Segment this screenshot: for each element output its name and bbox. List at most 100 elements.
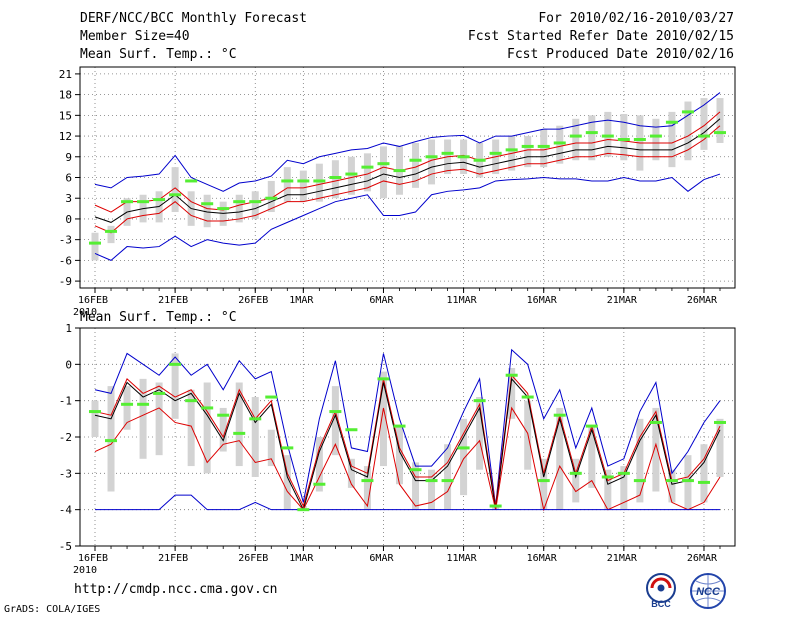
x-tick-label: 16FEB xyxy=(78,295,108,306)
median-marker xyxy=(457,155,470,159)
forecast-period: For 2010/02/16-2010/03/27 xyxy=(538,11,734,26)
y-tick-label: 3 xyxy=(65,192,72,205)
spread-box xyxy=(283,455,291,510)
chart-title: DERF/NCC/BCC Monthly Forecast xyxy=(80,11,307,26)
median-marker xyxy=(297,508,310,512)
x-tick-label: 21MAR xyxy=(607,295,638,306)
y-tick-label: -1 xyxy=(59,395,72,408)
series-min xyxy=(94,173,721,261)
series-mean_minus_sd xyxy=(94,406,721,512)
spread-box xyxy=(155,382,163,456)
temp-variable-label: Mean Surf. Temp.: °C xyxy=(80,47,237,62)
spread-box xyxy=(444,444,452,510)
spread-box xyxy=(684,455,692,510)
median-marker xyxy=(329,410,342,414)
spread-box xyxy=(556,407,564,510)
spread-box xyxy=(588,115,596,161)
median-marker xyxy=(617,471,630,475)
x-tick-label: 1MAR xyxy=(289,295,314,306)
median-marker xyxy=(714,131,726,135)
series-min xyxy=(95,494,720,511)
median-marker xyxy=(377,377,390,381)
spread-box xyxy=(668,111,676,168)
spread-box xyxy=(652,118,660,161)
x-tick-label: 16MAR xyxy=(527,553,558,564)
median-marker xyxy=(425,479,438,483)
median-marker xyxy=(569,471,582,475)
median-marker xyxy=(473,399,486,403)
median-marker xyxy=(169,362,182,366)
spread-box xyxy=(412,462,420,510)
spread-box xyxy=(428,139,436,185)
spread-box xyxy=(572,118,580,161)
x-tick-year: 2010 xyxy=(73,565,97,576)
spread-box xyxy=(219,407,227,452)
median-marker xyxy=(665,120,678,124)
spread-box xyxy=(684,101,692,161)
median-marker xyxy=(233,200,246,204)
spread-box xyxy=(620,466,628,510)
median-marker xyxy=(441,151,454,155)
spread-box xyxy=(412,142,420,188)
y-tick-label: -3 xyxy=(59,467,72,480)
spread-box xyxy=(540,458,548,510)
median-marker xyxy=(441,479,454,483)
median-marker xyxy=(89,410,101,414)
median-marker xyxy=(185,399,198,403)
median-marker xyxy=(601,134,614,138)
y-tick-label: -9 xyxy=(59,275,72,288)
spread-box xyxy=(604,111,612,157)
x-tick-year: 2010 xyxy=(73,307,97,318)
ncc-logo-text: NCC xyxy=(696,586,721,598)
median-marker xyxy=(393,169,406,173)
footer-url[interactable]: http://cmdp.ncc.cma.gov.cn xyxy=(74,582,278,597)
median-marker xyxy=(137,200,150,204)
spread-box xyxy=(251,191,259,219)
spread-box xyxy=(508,367,516,419)
x-tick-label: 26FEB xyxy=(238,553,268,564)
y-tick-label: -3 xyxy=(59,234,72,247)
spread-box xyxy=(379,371,387,467)
panel-frame xyxy=(79,327,736,547)
median-marker xyxy=(217,207,230,211)
spread-box xyxy=(395,426,403,485)
series-mean_plus_sd xyxy=(94,111,721,213)
median-marker xyxy=(585,131,598,135)
x-tick-label: 11MAR xyxy=(447,553,478,564)
spread-box xyxy=(476,397,484,470)
median-marker xyxy=(681,479,694,483)
y-tick-label: -4 xyxy=(59,504,73,517)
x-tick-label: 1MAR xyxy=(289,553,314,564)
spread-box xyxy=(283,167,291,202)
member-size: Member Size=40 xyxy=(80,29,190,44)
series-mean_minus_sd xyxy=(94,125,721,234)
median-marker xyxy=(409,468,422,472)
median-marker xyxy=(505,373,518,377)
x-tick-label: 26MAR xyxy=(687,295,718,306)
median-marker xyxy=(281,179,294,183)
median-marker xyxy=(265,395,278,399)
spread-box xyxy=(91,400,99,437)
spread-box xyxy=(139,378,147,459)
spread-box xyxy=(636,418,644,503)
spread-box xyxy=(171,353,179,419)
x-tick-label: 21FEB xyxy=(158,295,188,306)
median-marker xyxy=(537,479,550,483)
median-marker xyxy=(377,162,390,166)
spread-box xyxy=(540,129,548,168)
spread-box xyxy=(588,426,596,488)
y-tick-label: 1 xyxy=(65,322,72,335)
bcc-logo: BCC xyxy=(646,573,676,609)
median-marker xyxy=(425,155,438,159)
spread-box xyxy=(171,167,179,213)
spread-box xyxy=(315,437,323,492)
x-tick-label: 16MAR xyxy=(527,295,558,306)
spread-box xyxy=(347,458,355,488)
spread-box xyxy=(620,113,628,161)
spread-box xyxy=(556,125,564,164)
median-marker xyxy=(169,193,182,197)
median-marker xyxy=(473,158,486,162)
